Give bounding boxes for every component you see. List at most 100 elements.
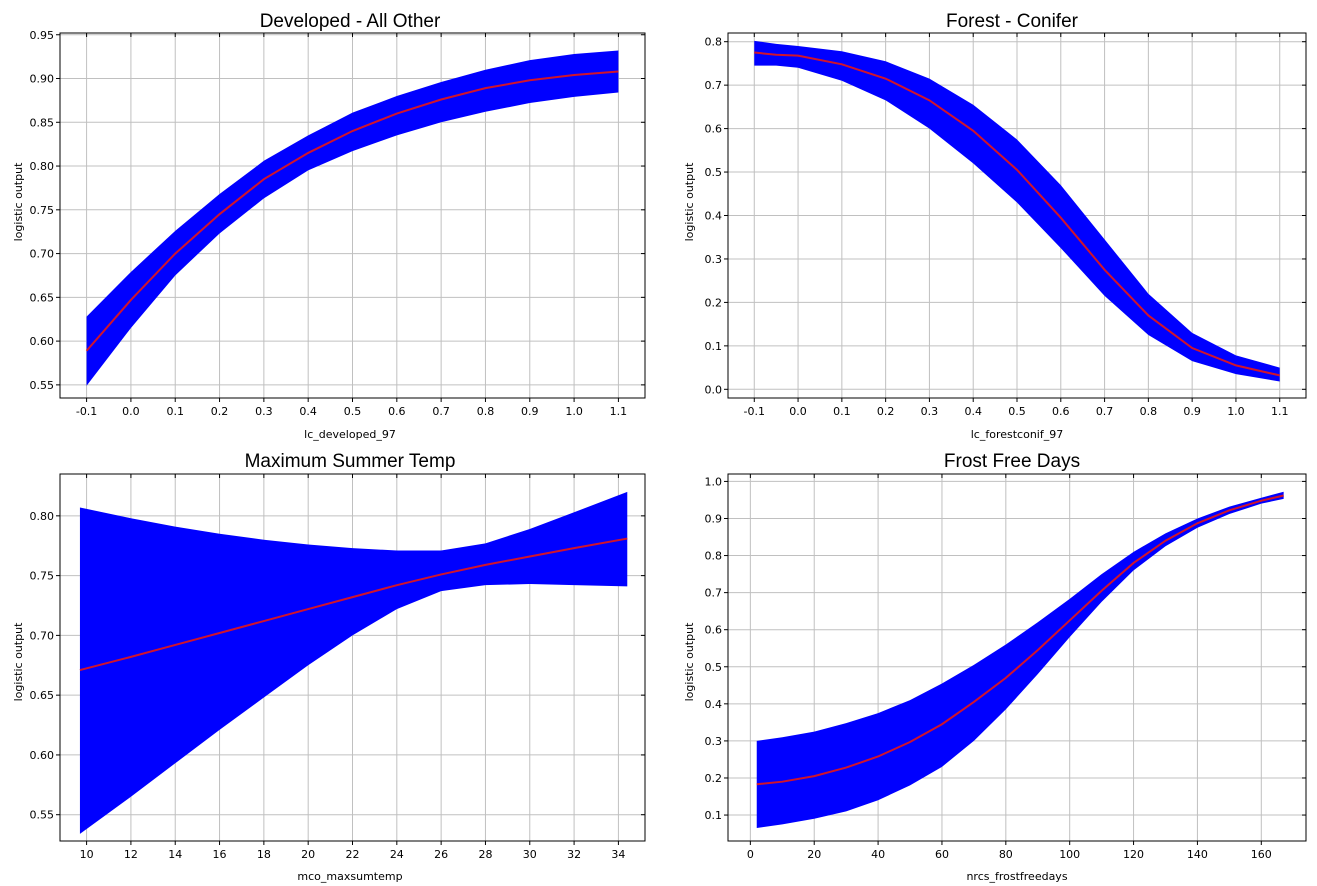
x-tick-label: 40 xyxy=(871,848,885,861)
response-curve xyxy=(79,537,628,672)
x-tick-label: 0.1 xyxy=(833,405,851,418)
y-tick-label: 0.4 xyxy=(705,698,723,711)
x-tick-label: 32 xyxy=(567,848,581,861)
response-curve xyxy=(85,70,619,352)
x-tick-label: 160 xyxy=(1251,848,1272,861)
y-tick-label: 0.9 xyxy=(705,512,723,525)
x-axis-label: nrcs_frostfreedays xyxy=(966,870,1067,883)
x-tick-label: 0.5 xyxy=(1008,405,1026,418)
x-tick-label: 0.5 xyxy=(344,405,362,418)
x-tick-label: 1.1 xyxy=(610,405,628,418)
x-tick-label: 0.8 xyxy=(1140,405,1158,418)
y-tick-label: 0.55 xyxy=(30,379,55,392)
y-tick-label: 0.65 xyxy=(30,291,55,304)
y-tick-label: 0.80 xyxy=(30,510,55,523)
y-tick-label: 0.1 xyxy=(705,809,723,822)
x-tick-label: 26 xyxy=(434,848,448,861)
y-tick-label: 0.5 xyxy=(705,661,723,674)
x-tick-label: 30 xyxy=(523,848,537,861)
confidence-band xyxy=(754,40,1280,382)
x-tick-label: 0.2 xyxy=(211,405,229,418)
x-tick-label: 0.4 xyxy=(299,405,317,418)
x-tick-label: 0.9 xyxy=(1183,405,1201,418)
y-tick-label: 0.60 xyxy=(30,749,55,762)
x-tick-label: 0.0 xyxy=(789,405,807,418)
plot-frame xyxy=(727,473,1307,842)
response-curve xyxy=(754,51,1280,377)
y-tick-label: 0.80 xyxy=(30,160,55,173)
x-tick-label: 80 xyxy=(999,848,1013,861)
y-axis-label: logistic output xyxy=(683,162,696,241)
y-axis-label: logistic output xyxy=(12,622,25,701)
y-tick-label: 0.3 xyxy=(705,253,723,266)
y-tick-label: 0.6 xyxy=(705,624,723,637)
x-tick-label: 18 xyxy=(257,848,271,861)
x-tick-label: 0.7 xyxy=(1096,405,1114,418)
y-tick-label: 0.90 xyxy=(30,73,55,86)
x-tick-label: 1.1 xyxy=(1271,405,1289,418)
y-tick-label: 0.2 xyxy=(705,772,723,785)
x-tick-label: 60 xyxy=(935,848,949,861)
y-axis-label: logistic output xyxy=(12,162,25,241)
x-tick-label: 10 xyxy=(80,848,94,861)
confidence-band xyxy=(86,50,619,386)
x-tick-label: 0.8 xyxy=(477,405,495,418)
x-tick-label: 20 xyxy=(807,848,821,861)
x-tick-label: 12 xyxy=(124,848,138,861)
x-tick-label: 0.3 xyxy=(255,405,273,418)
y-tick-label: 0.2 xyxy=(705,296,723,309)
y-tick-label: 0.3 xyxy=(705,735,723,748)
x-tick-label: 0 xyxy=(747,848,754,861)
y-tick-label: 0.70 xyxy=(30,248,55,261)
x-tick-label: 20 xyxy=(301,848,315,861)
x-tick-label: 140 xyxy=(1187,848,1208,861)
y-tick-label: 0.5 xyxy=(705,166,723,179)
x-tick-label: 100 xyxy=(1059,848,1080,861)
x-tick-label: 0.6 xyxy=(388,405,406,418)
confidence-band xyxy=(79,491,628,834)
y-tick-label: 0.75 xyxy=(30,570,55,583)
x-tick-label: 34 xyxy=(611,848,625,861)
panel-developed-all-other: Developed - All Other lc_developed_97 lo… xyxy=(12,11,646,441)
x-tick-label: 24 xyxy=(390,848,404,861)
y-tick-label: 0.95 xyxy=(30,29,55,42)
y-tick-label: 0.8 xyxy=(705,36,723,49)
chart-title: Forest - Conifer xyxy=(946,11,1079,32)
x-tick-label: 0.1 xyxy=(166,405,184,418)
y-tick-label: 0.7 xyxy=(705,79,723,92)
y-tick-label: 0.8 xyxy=(705,550,723,563)
y-tick-label: 0.4 xyxy=(705,210,723,223)
x-tick-label: 0.2 xyxy=(877,405,895,418)
y-tick-label: 0.7 xyxy=(705,587,723,600)
y-tick-label: 0.55 xyxy=(30,809,55,822)
y-tick-label: 1.0 xyxy=(705,475,723,488)
x-tick-label: 0.0 xyxy=(122,405,140,418)
x-tick-label: -0.1 xyxy=(744,405,765,418)
y-axis-label: logistic output xyxy=(683,622,696,701)
x-tick-label: 0.9 xyxy=(521,405,539,418)
y-tick-label: 0.65 xyxy=(30,689,55,702)
x-tick-label: 28 xyxy=(478,848,492,861)
x-axis-label: lc_forestconif_97 xyxy=(971,428,1063,441)
y-tick-label: 0.60 xyxy=(30,335,55,348)
confidence-band xyxy=(756,491,1284,829)
x-tick-label: 0.7 xyxy=(432,405,450,418)
x-tick-label: 16 xyxy=(213,848,227,861)
x-tick-label: 120 xyxy=(1123,848,1144,861)
x-tick-label: 14 xyxy=(168,848,182,861)
y-tick-label: 0.1 xyxy=(705,340,723,353)
x-tick-label: 1.0 xyxy=(1227,405,1245,418)
response-curve xyxy=(756,494,1284,786)
x-tick-label: 1.0 xyxy=(565,405,583,418)
y-tick-label: 0.70 xyxy=(30,629,55,642)
panel-frost-free-days: Frost Free Days nrcs_frostfreedays logis… xyxy=(683,451,1307,883)
x-tick-label: 0.4 xyxy=(964,405,982,418)
x-tick-label: 0.3 xyxy=(921,405,939,418)
x-axis-label: lc_developed_97 xyxy=(304,428,396,441)
chart-title: Developed - All Other xyxy=(260,11,441,32)
y-tick-label: 0.85 xyxy=(30,116,55,129)
x-tick-label: 0.6 xyxy=(1052,405,1070,418)
x-axis-label: mco_maxsumtemp xyxy=(297,870,402,883)
chart-title: Maximum Summer Temp xyxy=(245,451,456,472)
